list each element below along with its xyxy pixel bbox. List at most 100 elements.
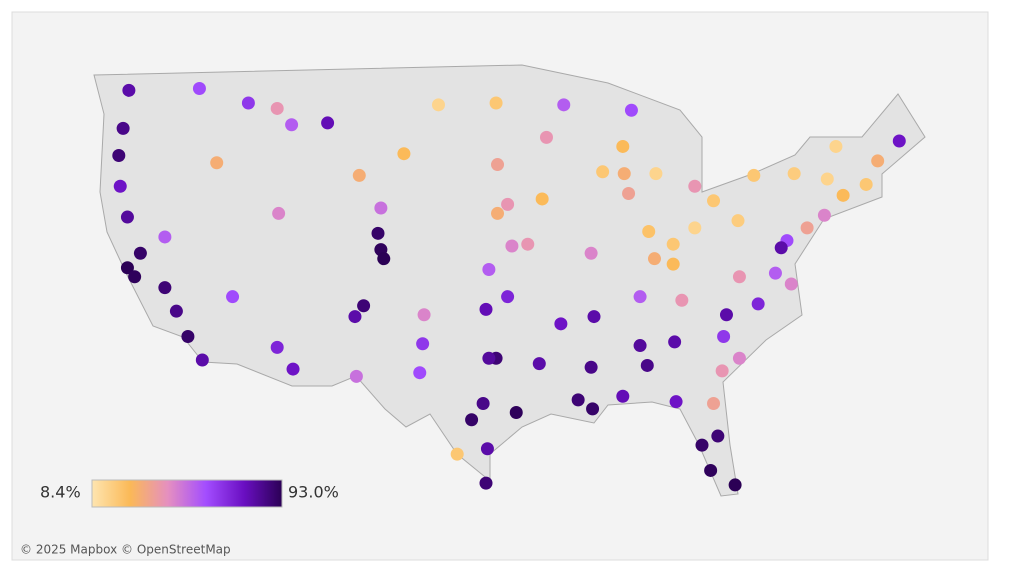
data-dot xyxy=(820,172,834,186)
data-dot xyxy=(624,103,638,117)
data-dot xyxy=(669,395,683,409)
data-dot xyxy=(668,335,682,349)
data-dot xyxy=(768,266,782,280)
data-dot xyxy=(732,270,746,284)
data-dot xyxy=(666,257,680,271)
data-dot xyxy=(158,230,172,244)
data-dot xyxy=(501,290,515,304)
data-dot xyxy=(584,360,598,374)
data-dot xyxy=(616,139,630,153)
data-dot xyxy=(479,476,493,490)
data-dot xyxy=(647,252,661,266)
data-dot xyxy=(226,290,240,304)
data-dot xyxy=(774,241,788,255)
data-dot xyxy=(829,139,843,153)
data-dot xyxy=(352,168,366,182)
data-dot xyxy=(586,402,600,416)
data-dot xyxy=(241,96,255,110)
data-dot xyxy=(431,98,445,112)
data-dot xyxy=(633,339,647,353)
data-dot xyxy=(747,168,761,182)
data-dot xyxy=(181,330,195,343)
data-dot xyxy=(719,308,733,322)
data-dot xyxy=(505,239,519,253)
data-dot xyxy=(479,302,493,316)
data-dot xyxy=(535,192,549,206)
data-dot xyxy=(348,310,362,324)
attribution: © 2025 Mapbox © OpenStreetMap xyxy=(20,543,231,557)
data-dot xyxy=(116,121,130,135)
data-dot xyxy=(751,297,765,311)
data-dot xyxy=(122,83,136,97)
data-dot xyxy=(557,98,571,112)
data-dot xyxy=(859,177,873,191)
data-dot xyxy=(417,308,431,322)
data-dot xyxy=(397,147,411,161)
data-dot xyxy=(717,330,731,343)
data-dot xyxy=(616,389,630,403)
data-dot xyxy=(491,158,505,172)
data-dot xyxy=(272,206,286,220)
data-dot xyxy=(413,366,427,380)
data-dot xyxy=(285,118,299,132)
data-dot xyxy=(532,357,546,371)
data-dot xyxy=(571,393,585,407)
data-dot xyxy=(817,208,831,222)
data-dot xyxy=(482,351,496,365)
dot-layer xyxy=(112,82,906,492)
legend-max-label: 93.0% xyxy=(288,483,339,502)
data-dot xyxy=(521,237,535,251)
data-dot xyxy=(482,263,496,277)
data-dot xyxy=(688,221,702,235)
data-dot xyxy=(892,134,906,148)
data-dot xyxy=(371,226,385,240)
data-dot xyxy=(509,406,523,420)
data-dot xyxy=(133,246,147,260)
data-dot xyxy=(349,369,363,383)
data-dot xyxy=(113,179,127,193)
data-dot xyxy=(501,197,515,211)
data-dot xyxy=(169,304,183,318)
data-dot xyxy=(800,221,814,235)
data-dot xyxy=(707,396,721,410)
data-dot xyxy=(649,167,663,181)
data-dot xyxy=(120,210,134,224)
data-dot xyxy=(374,201,388,215)
data-dot xyxy=(480,442,494,456)
data-dot xyxy=(728,478,742,492)
legend-min-label: 8.4% xyxy=(40,483,81,502)
data-dot xyxy=(192,82,206,96)
data-dot xyxy=(587,310,601,324)
data-dot xyxy=(120,261,134,275)
data-dot xyxy=(286,362,300,376)
data-dot xyxy=(695,438,709,452)
data-dot xyxy=(210,156,224,170)
data-dot xyxy=(640,358,654,372)
data-dot xyxy=(158,281,172,295)
data-dot xyxy=(633,290,647,304)
data-dot xyxy=(195,353,209,367)
data-dot xyxy=(128,270,142,284)
data-dot xyxy=(476,396,490,410)
data-dot xyxy=(539,130,553,144)
data-dot xyxy=(688,179,702,193)
data-dot xyxy=(416,337,430,351)
data-dot xyxy=(784,277,798,291)
data-dot xyxy=(270,101,284,115)
data-dot xyxy=(871,154,885,168)
data-dot xyxy=(711,429,725,443)
data-dot xyxy=(731,214,745,228)
data-dot xyxy=(642,225,656,239)
data-dot xyxy=(554,317,568,331)
data-dot xyxy=(675,293,689,307)
data-dot xyxy=(787,167,801,181)
data-dot xyxy=(357,299,371,313)
data-dot xyxy=(465,413,479,427)
data-dot xyxy=(584,246,598,260)
legend-bar xyxy=(91,479,283,508)
data-dot xyxy=(489,96,503,110)
data-dot xyxy=(704,463,718,477)
data-dot xyxy=(707,194,721,208)
data-dot xyxy=(270,340,284,354)
